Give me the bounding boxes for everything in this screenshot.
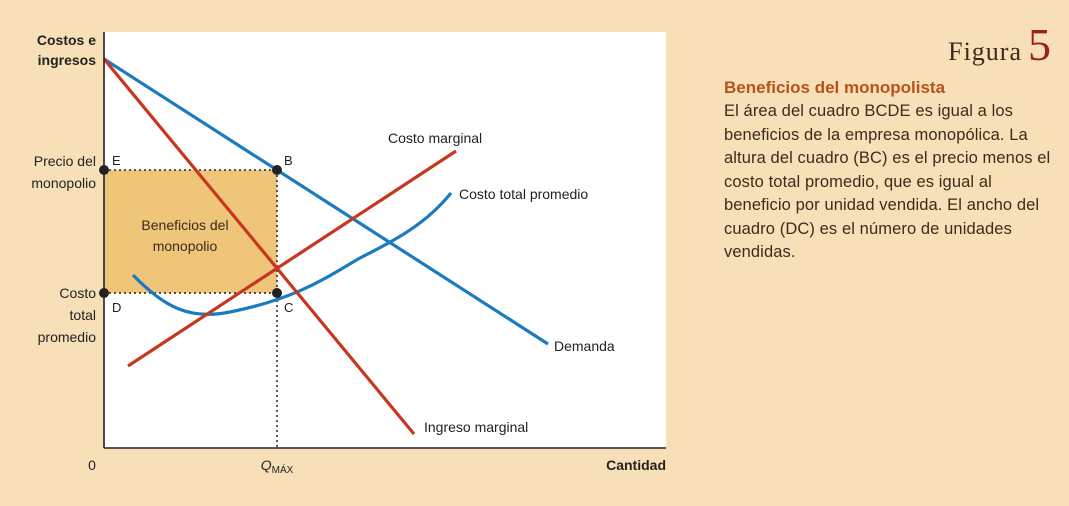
point-d [99, 288, 109, 298]
figure-label: Figura 5 [948, 18, 1051, 71]
x-axis-label: Cantidad [606, 457, 666, 473]
marginal-cost-label: Costo marginal [388, 130, 482, 146]
region-label-line1: Beneficios del [141, 217, 228, 233]
figure-caption: Beneficios del monopolista El área del c… [724, 78, 1059, 265]
point-b-label: B [284, 153, 293, 168]
caption-title: Beneficios del monopolista [724, 78, 946, 97]
figure-word: Figura [948, 37, 1022, 66]
point-e-label: E [112, 153, 121, 168]
origin-label: 0 [88, 457, 96, 473]
monopoly-diagram: Beneficios del monopolio E B D C Costos … [31, 32, 666, 476]
marginal-revenue-curve [102, 57, 416, 436]
point-e [99, 165, 109, 175]
region-label-line2: monopolio [153, 238, 218, 254]
marginal-revenue-label: Ingreso marginal [424, 419, 528, 435]
average-total-cost-curve [131, 191, 453, 316]
point-b [272, 165, 282, 175]
cost-label-line2: total [70, 307, 96, 323]
average-total-cost-label: Costo total promedio [459, 186, 588, 202]
y-axis-label-line2: ingresos [38, 52, 97, 68]
price-label-line2: monopolio [31, 175, 96, 191]
q-max-label: QMÁX [261, 457, 294, 476]
caption-body: El área del cuadro BCDE es igual a los b… [724, 102, 1051, 261]
demand-curve [103, 57, 549, 346]
price-label-line1: Precio del [34, 153, 96, 169]
cost-label-line3: promedio [38, 329, 97, 345]
point-c [272, 288, 282, 298]
point-d-label: D [112, 300, 121, 315]
y-axis-label-line1: Costos e [37, 32, 96, 48]
point-c-label: C [284, 300, 293, 315]
figure-number: 5 [1028, 19, 1051, 70]
cost-label-line1: Costo [59, 285, 96, 301]
demand-label: Demanda [554, 338, 615, 354]
marginal-cost-curve [127, 149, 457, 368]
